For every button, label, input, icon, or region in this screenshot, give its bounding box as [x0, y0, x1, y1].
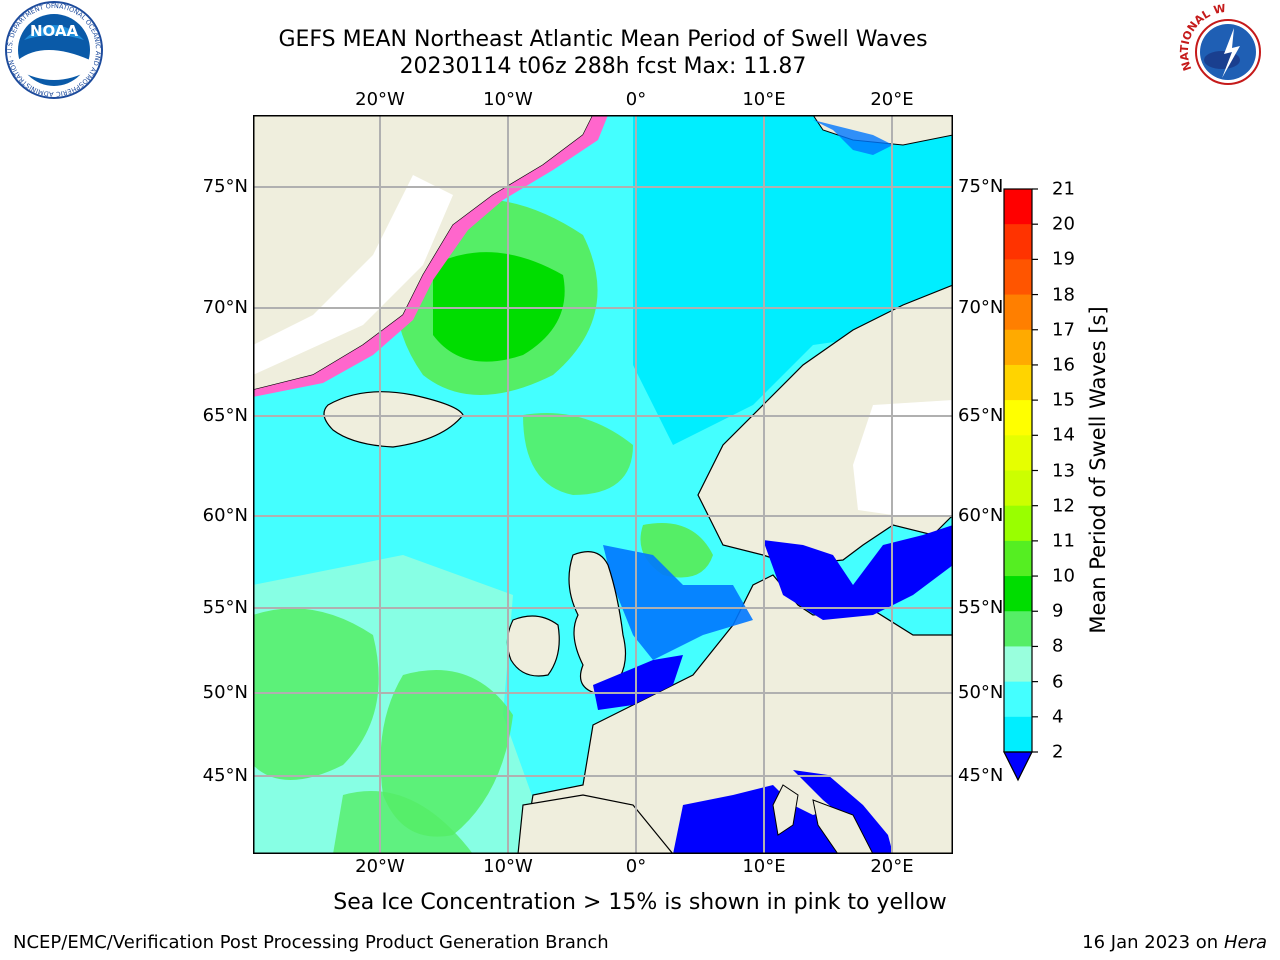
map-gridlines — [253, 115, 953, 854]
lon-top-10w: 10°W — [483, 89, 533, 110]
lat-left-45n: 45°N — [202, 765, 248, 786]
footer-host: Hera — [1223, 932, 1267, 953]
title-line-1: GEFS MEAN Northeast Atlantic Mean Period… — [278, 27, 928, 52]
lat-left-60n: 60°N — [202, 505, 248, 526]
colorbar-tick-label: 15 — [1052, 389, 1075, 411]
nws-logo-icon: NATIONAL WEATHER SERVICE — [1178, 2, 1276, 100]
colorbar-segment — [1004, 224, 1032, 260]
lon-top-0: 0° — [625, 89, 647, 110]
green-patch-south — [333, 790, 473, 854]
land-italy — [812, 799, 874, 854]
colorbar-segment — [1004, 540, 1032, 577]
lat-right-70n: 70°N — [958, 297, 1004, 318]
no-data-greenland-coast — [253, 175, 453, 375]
lat-right-60n: 60°N — [958, 505, 1004, 526]
lon-top-20w: 20°W — [355, 89, 405, 110]
colorbar-segment — [1004, 470, 1032, 507]
lat-left-65n: 65°N — [202, 405, 248, 426]
lat-left-55n: 55°N — [202, 597, 248, 618]
lon-top-20e: 20°E — [870, 89, 914, 110]
footer-producer: NCEP/EMC/Verification Post Processing Pr… — [13, 932, 609, 953]
baltic-sea — [763, 525, 953, 620]
colorbar-tick-label: 12 — [1052, 495, 1075, 517]
swell-period-map — [253, 115, 953, 854]
green-patch-west — [253, 608, 379, 780]
noaa-center-text: NOAA — [30, 22, 79, 40]
colorbar-segment — [1004, 294, 1032, 331]
noaa-logo-icon: NATIONAL OCEANIC AND ATMOSPHERIC ADMINIS… — [4, 0, 103, 99]
lat-right-50n: 50°N — [958, 682, 1004, 703]
green-patch-southwest — [380, 670, 513, 837]
colorbar-tick-label: 17 — [1052, 319, 1075, 341]
lat-right-75n: 75°N — [958, 176, 1004, 197]
english-channel — [593, 655, 683, 710]
colorbar — [1003, 188, 1038, 782]
colorbar-segment — [1004, 646, 1032, 683]
colorbar-tick-label: 11 — [1052, 530, 1075, 552]
lon-bottom-10e: 10°E — [742, 856, 786, 877]
lon-bottom-0: 0° — [625, 856, 647, 877]
lon-bottom-10w: 10°W — [483, 856, 533, 877]
land-corsica — [772, 784, 799, 836]
sea-ice-greenland — [253, 115, 608, 397]
colorbar-tick-label: 20 — [1052, 213, 1075, 235]
lat-left-75n: 75°N — [202, 176, 248, 197]
colorbar-segment — [1004, 400, 1032, 436]
lat-right-65n: 65°N — [958, 405, 1004, 426]
colorbar-tick-label: 10 — [1052, 565, 1075, 587]
colorbar-segment — [1004, 681, 1032, 718]
colorbar-label: Mean Period of Swell Waves [s] — [1086, 306, 1110, 634]
no-data-baltic-north — [853, 400, 953, 515]
lon-bottom-20e: 20°E — [870, 856, 914, 877]
green-patch-north-core — [433, 252, 565, 362]
colorbar-extension — [1003, 751, 1033, 782]
green-patch-central — [523, 413, 633, 495]
title-line-2: 20230114 t06z 288h fcst Max: 11.87 — [399, 54, 807, 79]
colorbar-tick-label: 21 — [1052, 178, 1075, 200]
colorbar-segment — [1004, 189, 1032, 225]
colorbar-tick-label: 8 — [1052, 635, 1064, 657]
colorbar-segment — [1004, 505, 1032, 542]
lat-right-55n: 55°N — [958, 597, 1004, 618]
shallow-svalbard — [813, 120, 893, 155]
colorbar-tick-label: 2 — [1052, 741, 1064, 763]
map-frame — [253, 115, 953, 854]
colorbar-tick-label: 19 — [1052, 248, 1075, 270]
ocean-region-northeast — [633, 115, 953, 445]
lat-left-50n: 50°N — [202, 682, 248, 703]
colorbar-tick-label: 14 — [1052, 424, 1075, 446]
lon-top-10e: 10°E — [742, 89, 786, 110]
colorbar-segment — [1004, 576, 1032, 612]
colorbar-tick-label: 13 — [1052, 460, 1075, 481]
land-iceland — [323, 391, 464, 448]
colorbar-tick-label: 4 — [1052, 706, 1064, 728]
colorbar-segment — [1004, 435, 1032, 471]
land-iberia — [517, 794, 674, 854]
colorbar-segment — [1004, 329, 1032, 366]
colorbar-tick-label: 16 — [1052, 354, 1075, 376]
sea-ice-note: Sea Ice Concentration > 15% is shown in … — [0, 890, 1280, 915]
lat-left-70n: 70°N — [202, 297, 248, 318]
colorbar-segment — [1004, 364, 1032, 401]
colorbar-tick-label: 6 — [1052, 671, 1064, 693]
land-continental-europe — [522, 574, 953, 854]
colorbar-tick-label: 18 — [1052, 284, 1075, 306]
colorbar-segment — [1004, 611, 1032, 647]
sea-ice-note-text: Sea Ice Concentration > 15% is shown in … — [333, 890, 947, 915]
north-sea-shallow — [603, 545, 753, 660]
footer-date: 16 Jan 2023 on Hera — [1082, 932, 1267, 953]
lon-bottom-20w: 20°W — [355, 856, 405, 877]
footer-date-prefix: 16 Jan 2023 on — [1082, 932, 1224, 953]
colorbar-tick-label: 9 — [1052, 600, 1064, 622]
colorbar-segment — [1004, 716, 1032, 753]
lat-right-45n: 45°N — [958, 765, 1004, 786]
colorbar-segment — [1004, 259, 1032, 296]
